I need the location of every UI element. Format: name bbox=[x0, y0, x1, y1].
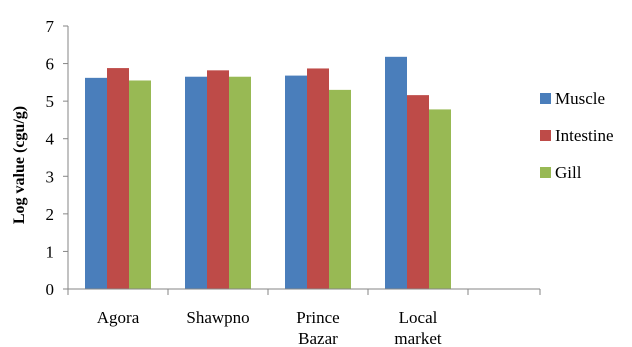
legend-label: Intestine bbox=[555, 126, 614, 145]
x-category-label: Agora bbox=[97, 308, 140, 327]
y-tick-label: 5 bbox=[46, 92, 55, 111]
legend-item: Intestine bbox=[540, 126, 614, 145]
bar-gill bbox=[429, 109, 451, 289]
y-tick-label: 3 bbox=[46, 167, 55, 186]
bar-intestine bbox=[307, 68, 329, 289]
y-axis-ticks: 0 1 2 3 4 5 6 7 bbox=[46, 17, 69, 299]
x-category-label: Local market bbox=[394, 308, 441, 347]
x-category-label: Shawpno bbox=[186, 308, 249, 327]
category-labels: Agora Shawpno Prince Bazar Local market bbox=[97, 308, 442, 347]
bar-intestine bbox=[407, 95, 429, 289]
bar-intestine bbox=[107, 68, 129, 289]
legend-label: Muscle bbox=[555, 89, 605, 108]
bar-gill bbox=[329, 89, 351, 289]
y-tick-label: 6 bbox=[46, 55, 55, 74]
bar-gill bbox=[129, 80, 151, 289]
y-tick-label: 0 bbox=[46, 280, 55, 299]
y-axis-title: Log value (cgu/g) bbox=[11, 106, 28, 224]
bar-muscle bbox=[385, 56, 407, 290]
bar-gill bbox=[229, 76, 251, 289]
y-tick-label: 7 bbox=[46, 17, 55, 36]
bar-muscle bbox=[285, 75, 307, 289]
legend: Muscle Intestine Gill bbox=[540, 89, 614, 182]
bars bbox=[85, 56, 451, 290]
y-tick-label: 2 bbox=[46, 205, 55, 224]
legend-label: Gill bbox=[555, 163, 582, 182]
legend-swatch bbox=[540, 93, 551, 104]
y-tick-label: 1 bbox=[46, 242, 55, 261]
legend-item: Muscle bbox=[540, 89, 605, 108]
bar-intestine bbox=[207, 70, 229, 289]
y-tick-label: 4 bbox=[46, 130, 55, 149]
legend-item: Gill bbox=[540, 163, 582, 182]
bar-muscle bbox=[185, 76, 207, 289]
bar-muscle bbox=[85, 77, 107, 289]
legend-swatch bbox=[540, 167, 551, 178]
x-axis bbox=[67, 288, 541, 295]
x-category-label: Prince Bazar bbox=[296, 308, 339, 347]
legend-swatch bbox=[540, 130, 551, 141]
